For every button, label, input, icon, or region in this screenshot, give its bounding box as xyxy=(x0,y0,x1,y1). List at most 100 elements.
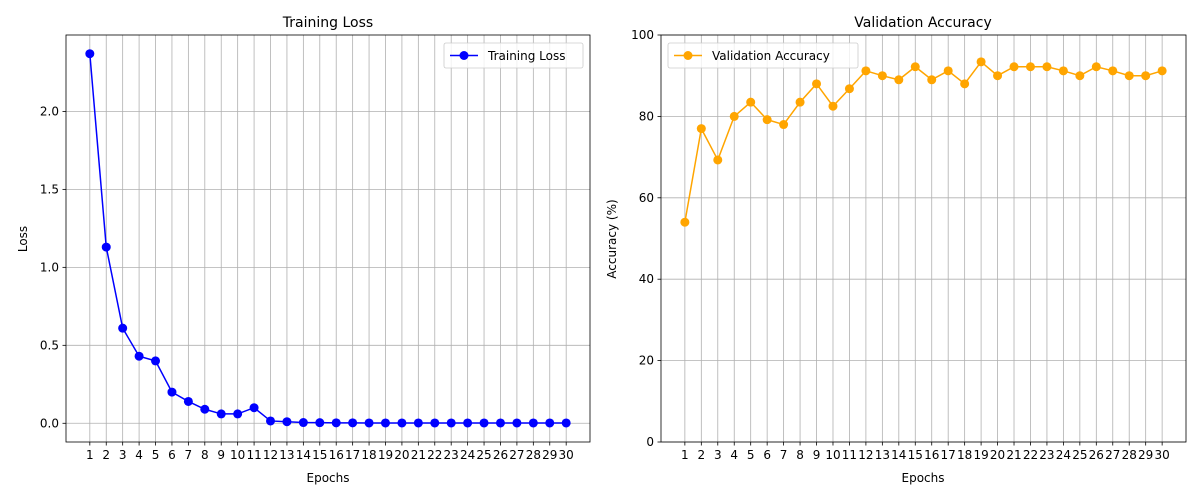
x-tick-label: 9 xyxy=(217,448,225,462)
data-point xyxy=(545,418,555,428)
x-tick-label: 25 xyxy=(476,448,491,462)
x-axis-label: Epochs xyxy=(307,471,350,485)
data-point xyxy=(101,242,111,252)
y-tick-label: 1.0 xyxy=(40,260,59,274)
data-point xyxy=(528,418,538,428)
data-point xyxy=(812,79,822,89)
x-tick-label: 24 xyxy=(460,448,475,462)
legend-marker xyxy=(459,51,469,60)
x-tick-label: 21 xyxy=(1006,448,1021,462)
data-point xyxy=(118,323,128,333)
x-tick-label: 16 xyxy=(924,448,939,462)
x-tick-label: 3 xyxy=(714,448,722,462)
x-tick-label: 19 xyxy=(378,448,393,462)
data-point xyxy=(446,418,456,428)
x-tick-label: 20 xyxy=(990,448,1005,462)
data-point xyxy=(993,71,1003,81)
x-tick-label: 19 xyxy=(973,448,988,462)
data-point xyxy=(861,66,871,76)
data-point xyxy=(134,351,144,361)
data-point xyxy=(779,120,789,130)
data-point xyxy=(1108,66,1118,76)
data-point xyxy=(430,418,440,428)
x-tick-label: 26 xyxy=(493,448,508,462)
data-point xyxy=(927,75,937,85)
y-tick-label: 0.5 xyxy=(40,338,59,352)
x-tick-label: 28 xyxy=(1122,448,1137,462)
x-tick-label: 12 xyxy=(263,448,278,462)
x-tick-label: 4 xyxy=(135,448,143,462)
data-point xyxy=(828,101,838,111)
plot-frame xyxy=(65,34,591,443)
x-tick-label: 14 xyxy=(891,448,906,462)
data-point xyxy=(1075,71,1085,81)
legend-box xyxy=(443,42,584,69)
x-tick-label: 10 xyxy=(825,448,840,462)
data-point xyxy=(167,387,177,397)
data-point xyxy=(348,418,358,428)
data-point xyxy=(331,418,341,428)
training-loss-chart: Training Loss Epochs Loss 1 2 3 4 5 6 7 8 9 10 11 1… xyxy=(16,15,591,485)
data-point xyxy=(1124,71,1134,81)
x-tick-label: 5 xyxy=(747,448,755,462)
data-point xyxy=(894,75,904,85)
data-point xyxy=(1157,66,1167,76)
data-point xyxy=(282,417,292,427)
x-tick-label: 28 xyxy=(526,448,541,462)
x-axis-label: Epochs xyxy=(902,471,945,485)
x-tick-label: 26 xyxy=(1089,448,1104,462)
data-point xyxy=(877,71,887,81)
data-point xyxy=(380,418,390,428)
x-tick-label: 10 xyxy=(230,448,245,462)
y-tick-label: 60 xyxy=(639,191,654,205)
y-tick-label: 80 xyxy=(639,109,654,123)
x-tick-label: 15 xyxy=(312,448,327,462)
data-point xyxy=(1091,62,1101,72)
data-point xyxy=(85,49,95,59)
data-point xyxy=(183,396,193,406)
x-tick-label: 6 xyxy=(763,448,771,462)
data-point xyxy=(266,416,276,426)
x-tick-label: 23 xyxy=(444,448,459,462)
data-point xyxy=(1141,71,1151,81)
data-point xyxy=(976,57,986,67)
x-tick-label: 17 xyxy=(345,448,360,462)
data-point xyxy=(151,356,161,366)
data-point xyxy=(762,115,772,125)
legend: Validation Accuracy xyxy=(667,42,859,69)
data-point xyxy=(910,62,920,72)
data-point xyxy=(680,217,690,227)
ticks: 1 2 3 4 5 6 7 8 9 10 11 12 13 14 15 16 17 18 19 20 21 22 23 24 2… xyxy=(40,104,574,462)
ticks: 1 2 3 4 5 6 7 8 9 10 11 12 13 14 15 16 17 18 19 20 21 22 23 24 2… xyxy=(631,28,1170,462)
x-tick-label: 11 xyxy=(246,448,261,462)
grid xyxy=(66,35,590,442)
x-tick-label: 25 xyxy=(1072,448,1087,462)
x-tick-label: 15 xyxy=(908,448,923,462)
x-tick-label: 9 xyxy=(813,448,821,462)
x-tick-label: 7 xyxy=(185,448,193,462)
data-point xyxy=(844,84,854,94)
x-tick-label: 2 xyxy=(102,448,110,462)
plot-frame xyxy=(660,34,1187,443)
x-tick-label: 29 xyxy=(1138,448,1153,462)
data-point xyxy=(216,409,226,419)
data-point xyxy=(696,124,706,134)
x-tick-label: 12 xyxy=(858,448,873,462)
x-tick-label: 22 xyxy=(1023,448,1038,462)
data-point xyxy=(512,418,522,428)
x-tick-label: 23 xyxy=(1039,448,1054,462)
data-point xyxy=(298,418,308,428)
data-point xyxy=(495,418,505,428)
x-tick-label: 30 xyxy=(1154,448,1169,462)
y-axis-label: Accuracy (%) xyxy=(605,199,619,278)
data-point xyxy=(397,418,407,428)
legend: Training Loss xyxy=(443,42,584,69)
x-tick-label: 20 xyxy=(394,448,409,462)
x-tick-label: 17 xyxy=(941,448,956,462)
legend-marker xyxy=(683,51,693,60)
y-tick-label: 0 xyxy=(646,435,654,449)
x-tick-label: 16 xyxy=(329,448,344,462)
x-tick-label: 11 xyxy=(842,448,857,462)
